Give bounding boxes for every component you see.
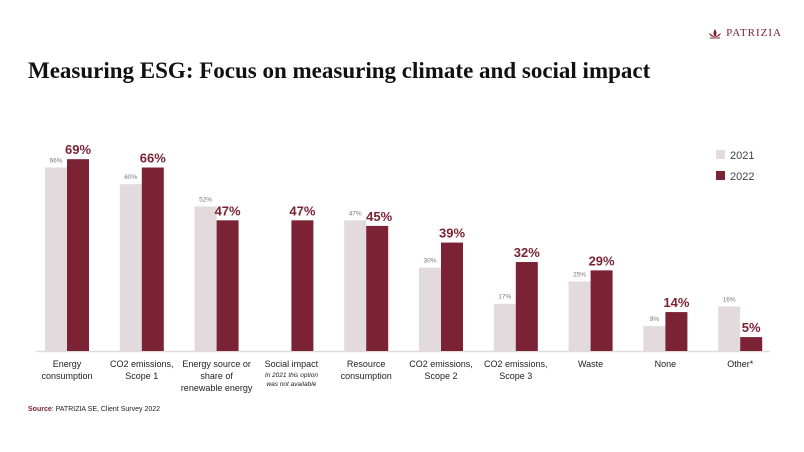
- bar-2022: [67, 159, 89, 351]
- bar-2021: [419, 267, 441, 351]
- bar-2021: [194, 206, 217, 351]
- bar-2021: [344, 220, 367, 351]
- data-label-2022: 5%: [742, 320, 761, 335]
- category-label: CO2 emissions,: [409, 359, 473, 369]
- source-label: Source: [28, 406, 52, 413]
- data-label-2021: 66%: [49, 158, 62, 165]
- bar-2022: [665, 312, 688, 351]
- data-label-2022: 14%: [663, 295, 689, 310]
- category-label: Resource: [347, 359, 386, 369]
- category-label: CO2 emissions,: [484, 359, 548, 369]
- category-label: Energy: [53, 359, 82, 369]
- category-label: renewable energy: [181, 383, 253, 393]
- data-label-2021: 30%: [423, 258, 436, 265]
- bar-2022: [291, 220, 314, 351]
- legend-swatch-2022: [716, 171, 725, 180]
- data-label-2021: 9%: [650, 316, 660, 323]
- lotus-icon: [709, 28, 722, 38]
- category-note: was not available: [266, 381, 316, 388]
- data-label-2022: 47%: [289, 203, 315, 218]
- bar-2021: [493, 303, 516, 351]
- source-note: Source: PATRIZIA SE, Client Survey 2022: [28, 406, 160, 413]
- data-label-2022: 29%: [589, 253, 615, 268]
- category-label: consumption: [341, 371, 392, 381]
- bar-2021: [718, 306, 741, 351]
- category-label: Scope 1: [125, 371, 158, 381]
- bar-2022: [216, 220, 239, 351]
- data-label-2022: 32%: [514, 245, 540, 260]
- legend-label-2022: 2022: [730, 171, 754, 183]
- category-label: Scope 2: [424, 371, 457, 381]
- bar-2022: [141, 167, 164, 351]
- bar-2022: [740, 337, 763, 351]
- data-label-2022: 39%: [439, 226, 465, 241]
- data-label-2021: 47%: [349, 210, 362, 217]
- data-label-2022: 69%: [65, 142, 91, 157]
- data-label-2021: 25%: [573, 272, 586, 279]
- category-label: Waste: [578, 359, 603, 369]
- page-title: Measuring ESG: Focus on measuring climat…: [28, 58, 651, 83]
- data-label-2022: 45%: [366, 209, 392, 224]
- category-label: Scope 3: [499, 371, 532, 381]
- category-label: consumption: [41, 371, 92, 381]
- bar-2021: [45, 167, 67, 351]
- category-label: Other*: [727, 359, 754, 369]
- legend-label-2021: 2021: [730, 150, 754, 162]
- data-label-2021: 52%: [199, 196, 212, 203]
- data-label-2021: 16%: [723, 297, 736, 304]
- data-label-2022: 66%: [140, 151, 166, 166]
- patrizia-logo: PATRIZIA: [708, 27, 782, 39]
- bar-2021: [643, 325, 666, 351]
- source-text: : PATRIZIA SE, Client Survey 2022: [51, 406, 161, 413]
- data-label-2021: 60%: [124, 174, 137, 181]
- data-label-2021: 17%: [498, 294, 511, 301]
- legend-swatch-2021: [716, 150, 725, 159]
- bar-2021: [568, 281, 591, 351]
- category-label: Energy source or: [182, 359, 251, 369]
- category-label: None: [655, 359, 677, 369]
- bar-2022: [590, 270, 613, 351]
- category-label: share of: [200, 371, 233, 381]
- logo-text: PATRIZIA: [726, 27, 782, 39]
- bar-2022: [441, 242, 463, 351]
- category-note: In 2021 this option: [265, 372, 319, 379]
- bar-2022: [366, 225, 389, 351]
- bar-2021: [119, 184, 142, 351]
- category-label: Social impact: [265, 359, 319, 369]
- bar-2022: [515, 262, 538, 351]
- category-label: CO2 emissions,: [110, 359, 174, 369]
- data-label-2022: 47%: [215, 203, 241, 218]
